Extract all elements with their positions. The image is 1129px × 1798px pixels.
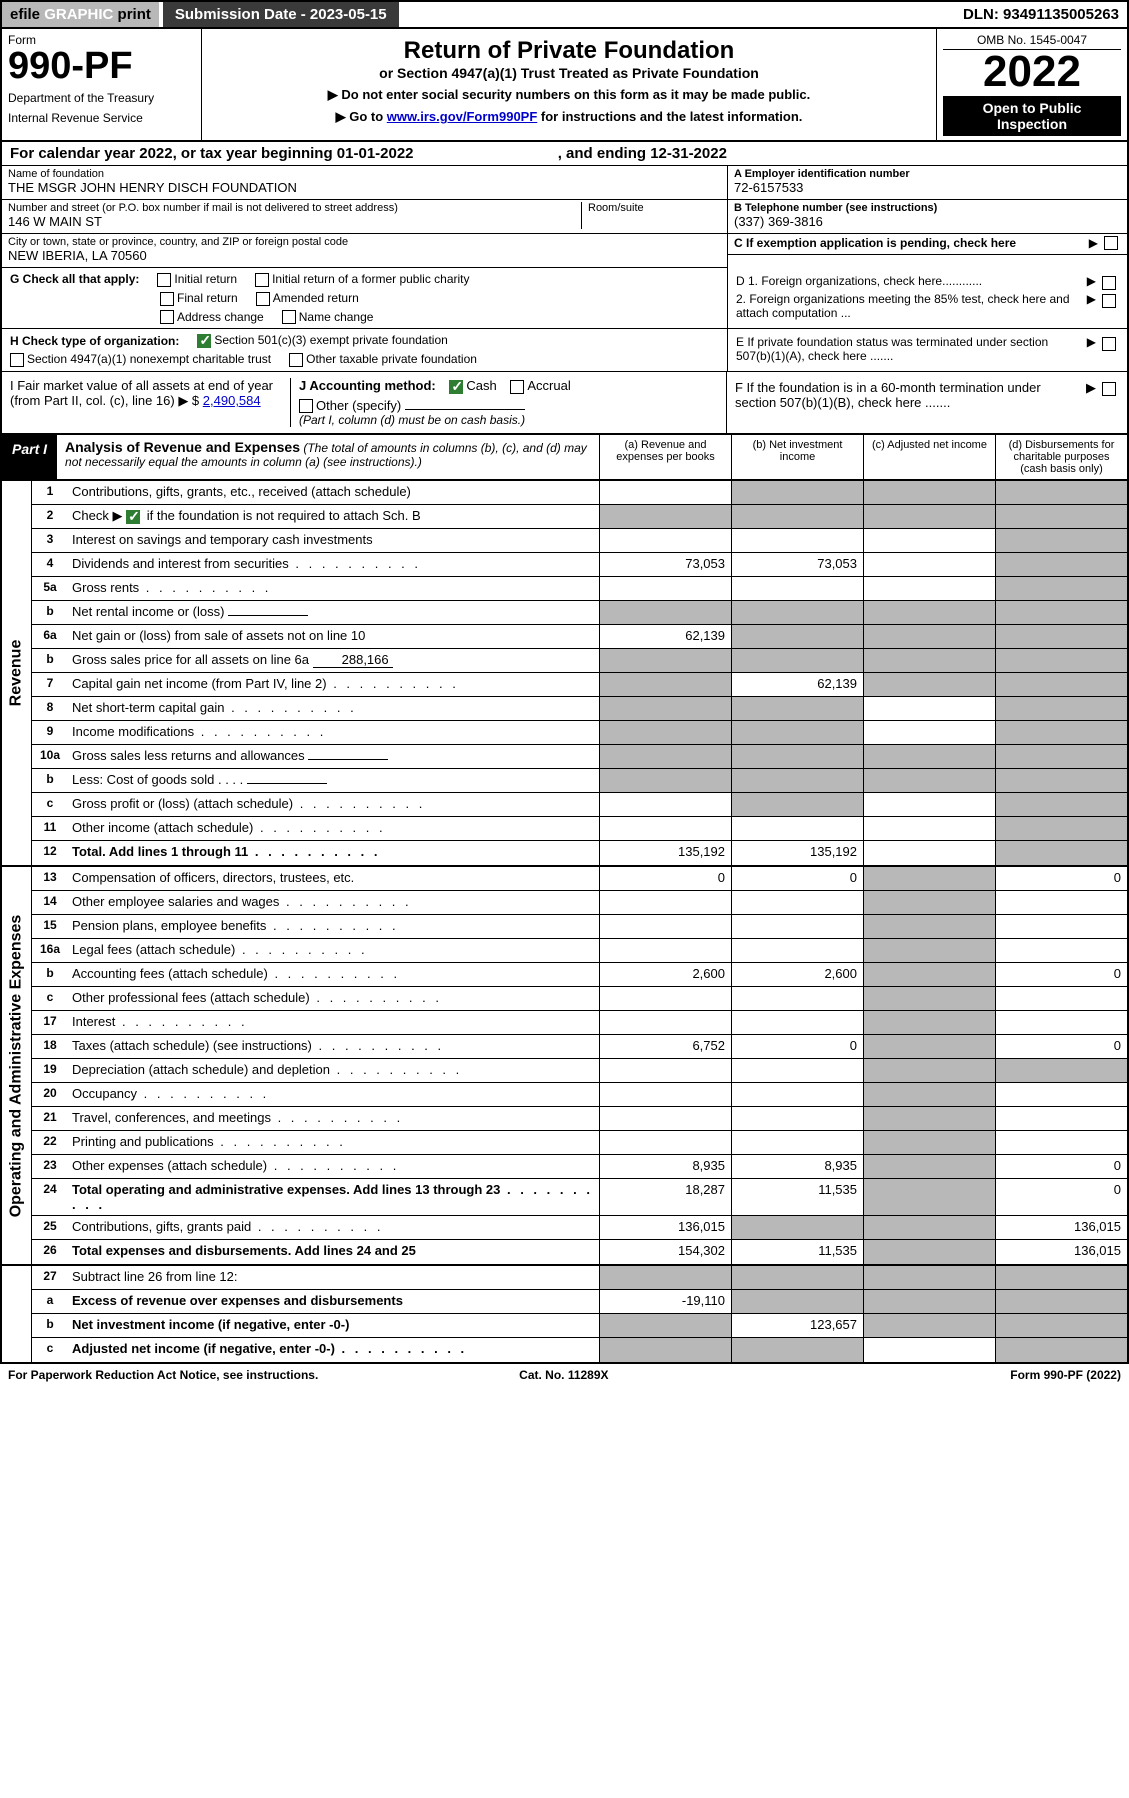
exemption-checkbox[interactable] — [1104, 236, 1118, 250]
dept-treasury: Department of the Treasury — [8, 91, 195, 105]
col-c-header: (c) Adjusted net income — [863, 435, 995, 479]
irs-label: Internal Revenue Service — [8, 111, 195, 125]
identity-block: Name of foundation THE MSGR JOHN HENRY D… — [0, 166, 1129, 268]
year-block: OMB No. 1545-0047 2022 Open to Public In… — [937, 29, 1127, 140]
terminated-cb[interactable] — [1102, 337, 1116, 351]
city-cell: City or town, state or province, country… — [2, 234, 727, 268]
ij-block: I Fair market value of all assets at end… — [0, 372, 1129, 435]
cat-no: Cat. No. 11289X — [519, 1368, 608, 1382]
address-cell: Number and street (or P.O. box number if… — [2, 200, 727, 234]
foreign-85-cb[interactable] — [1102, 294, 1116, 308]
form-title-block: Return of Private Foundation or Section … — [202, 29, 937, 140]
name-change-cb[interactable] — [282, 310, 296, 324]
telephone-cell: B Telephone number (see instructions) (3… — [728, 200, 1127, 234]
expenses-grid: Operating and Administrative Expenses 13… — [0, 867, 1129, 1266]
efile-badge[interactable]: efile GRAPHIC print — [2, 2, 159, 27]
g-check-block: G Check all that apply: Initial return I… — [2, 268, 727, 328]
amended-return-cb[interactable] — [256, 292, 270, 306]
initial-former-cb[interactable] — [255, 273, 269, 287]
d-block: D 1. Foreign organizations, check here..… — [727, 268, 1127, 328]
ssn-note: ▶ Do not enter social security numbers o… — [214, 87, 924, 103]
e-block: E If private foundation status was termi… — [727, 329, 1127, 371]
goto-note: ▶ Go to www.irs.gov/Form990PF for instru… — [214, 109, 924, 125]
form-header: Form 990-PF Department of the Treasury I… — [0, 29, 1129, 142]
submission-date: Submission Date - 2023-05-15 — [163, 2, 399, 27]
revenue-grid: Revenue 1Contributions, gifts, grants, e… — [0, 481, 1129, 867]
paperwork-notice: For Paperwork Reduction Act Notice, see … — [8, 1368, 318, 1382]
foreign-org-cb[interactable] — [1102, 276, 1116, 290]
other-method-cb[interactable] — [299, 399, 313, 413]
tax-year: 2022 — [943, 50, 1121, 94]
exemption-pending-cell: C If exemption application is pending, c… — [728, 234, 1127, 255]
501c3-cb[interactable] — [197, 334, 211, 348]
schb-cb[interactable] — [126, 510, 140, 524]
top-bar: efile GRAPHIC print Submission Date - 20… — [0, 0, 1129, 29]
4947a1-cb[interactable] — [10, 353, 24, 367]
form-title: Return of Private Foundation — [214, 37, 924, 65]
expenses-sidelabel: Operating and Administrative Expenses — [2, 867, 32, 1264]
page-footer: For Paperwork Reduction Act Notice, see … — [0, 1364, 1129, 1386]
form-ref: Form 990-PF (2022) — [1010, 1368, 1121, 1382]
open-inspection: Open to Public Inspection — [943, 96, 1121, 136]
foundation-name-cell: Name of foundation THE MSGR JOHN HENRY D… — [2, 166, 727, 200]
initial-return-cb[interactable] — [157, 273, 171, 287]
final-return-cb[interactable] — [160, 292, 174, 306]
part1-header: Part I Analysis of Revenue and Expenses … — [0, 435, 1129, 481]
form-number: 990-PF — [8, 47, 195, 85]
fmv-amount-link[interactable]: 2,490,584 — [203, 393, 261, 408]
ein-cell: A Employer identification number 72-6157… — [728, 166, 1127, 200]
accounting-method: J Accounting method: Cash Accrual Other … — [290, 378, 718, 427]
form-subtitle: or Section 4947(a)(1) Trust Treated as P… — [214, 65, 924, 81]
cash-cb[interactable] — [449, 380, 463, 394]
address-change-cb[interactable] — [160, 310, 174, 324]
part1-tag: Part I — [2, 435, 57, 479]
revenue-sidelabel: Revenue — [2, 481, 32, 865]
col-d-header: (d) Disbursements for charitable purpose… — [995, 435, 1127, 479]
col-b-header: (b) Net investment income — [731, 435, 863, 479]
form990pf-link[interactable]: www.irs.gov/Form990PF — [387, 109, 538, 124]
60month-cb[interactable] — [1102, 382, 1116, 396]
accrual-cb[interactable] — [510, 380, 524, 394]
dln: DLN: 93491135005263 — [955, 2, 1127, 27]
other-taxable-cb[interactable] — [289, 353, 303, 367]
part1-desc: Analysis of Revenue and Expenses (The to… — [57, 435, 599, 479]
form-id-block: Form 990-PF Department of the Treasury I… — [2, 29, 202, 140]
calendar-year-row: For calendar year 2022, or tax year begi… — [0, 142, 1129, 166]
f-block: F If the foundation is in a 60-month ter… — [727, 372, 1127, 433]
line27-grid: 27Subtract line 26 from line 12: aExcess… — [0, 1266, 1129, 1364]
fmv-block: I Fair market value of all assets at end… — [10, 378, 290, 427]
h-check-block: H Check type of organization: Section 50… — [2, 329, 727, 371]
col-a-header: (a) Revenue and expenses per books — [599, 435, 731, 479]
